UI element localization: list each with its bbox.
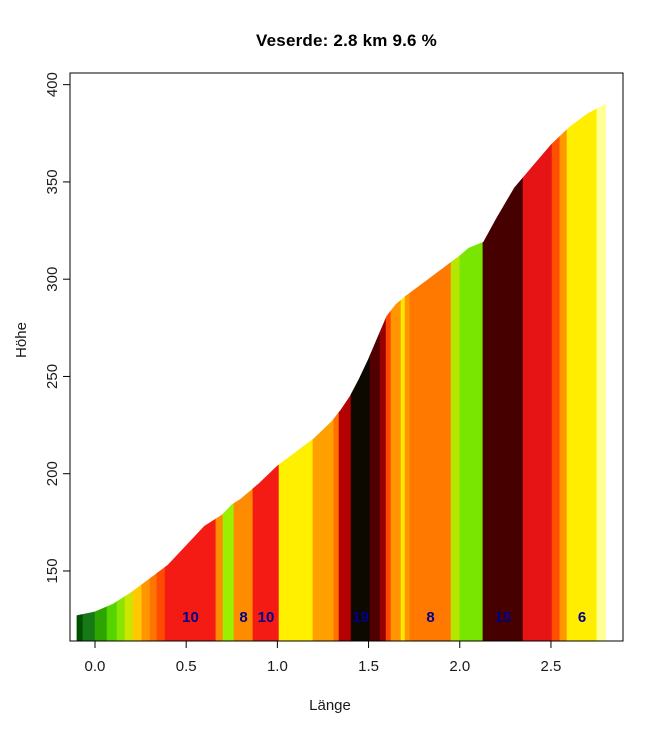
plot-border <box>69 72 624 642</box>
gradient-segment <box>312 417 335 642</box>
y-tick-label: 200 <box>44 461 61 486</box>
gradient-segment <box>369 331 381 642</box>
gradient-segment <box>350 355 371 642</box>
gradient-segment <box>132 584 143 642</box>
x-tick-label: 0.5 <box>176 658 197 675</box>
y-tick-label: 150 <box>44 558 61 583</box>
gradient-segment <box>333 411 340 642</box>
x-axis-label: Länge <box>309 697 351 714</box>
gradient-segment <box>400 296 406 642</box>
y-tick-label: 300 <box>44 267 61 292</box>
gradient-segment <box>385 309 392 642</box>
gradient-segment <box>106 601 118 642</box>
gradient-segment <box>82 611 96 642</box>
x-tick-label: 1.5 <box>358 658 379 675</box>
gradient-segment <box>94 606 108 642</box>
gradient-segment <box>566 108 598 642</box>
x-tick-label: 1.0 <box>267 658 288 675</box>
y-axis-label: Höhe <box>13 322 30 358</box>
gradient-segment <box>116 595 126 642</box>
gradient-segment <box>596 103 606 642</box>
segment-gradient-label: 8 <box>239 609 247 626</box>
x-tick-label: 2.0 <box>449 658 470 675</box>
gradient-segment <box>404 292 411 642</box>
gradient-segment <box>482 176 524 642</box>
chart-title: Veserde: 2.8 km 9.6 % <box>256 31 437 50</box>
segment-gradient-label: 6 <box>578 609 586 626</box>
gradient-segment <box>156 566 166 642</box>
gradient-segment <box>76 614 84 642</box>
gradient-segment <box>390 299 402 642</box>
segment-gradient-label: 15 <box>495 609 512 626</box>
gradient-segment <box>522 143 553 642</box>
gradient-segment <box>450 255 461 642</box>
y-tick-label: 250 <box>44 364 61 389</box>
y-tick-label: 350 <box>44 169 61 194</box>
gradient-segment <box>278 438 314 642</box>
gradient-segment <box>124 590 134 642</box>
gradient-segment <box>215 513 224 642</box>
segment-gradient-label: 10 <box>258 609 275 626</box>
gradient-segment <box>141 577 151 642</box>
gradient-segment <box>409 261 452 642</box>
x-tick-label: 0.0 <box>85 658 106 675</box>
x-tick-label: 2.5 <box>541 658 562 675</box>
gradient-segment <box>559 128 568 642</box>
gradient-segment <box>551 135 561 642</box>
gradient-segment <box>459 242 484 642</box>
gradient-segment <box>379 317 387 642</box>
gradient-segment <box>222 502 235 642</box>
segment-gradient-label: 19 <box>352 609 369 626</box>
y-tick-label: 400 <box>44 72 61 97</box>
segment-gradient-label: 8 <box>426 609 434 626</box>
gradient-segment <box>338 394 352 642</box>
segment-gradient-label: 10 <box>182 609 199 626</box>
gradient-segment <box>149 572 158 642</box>
